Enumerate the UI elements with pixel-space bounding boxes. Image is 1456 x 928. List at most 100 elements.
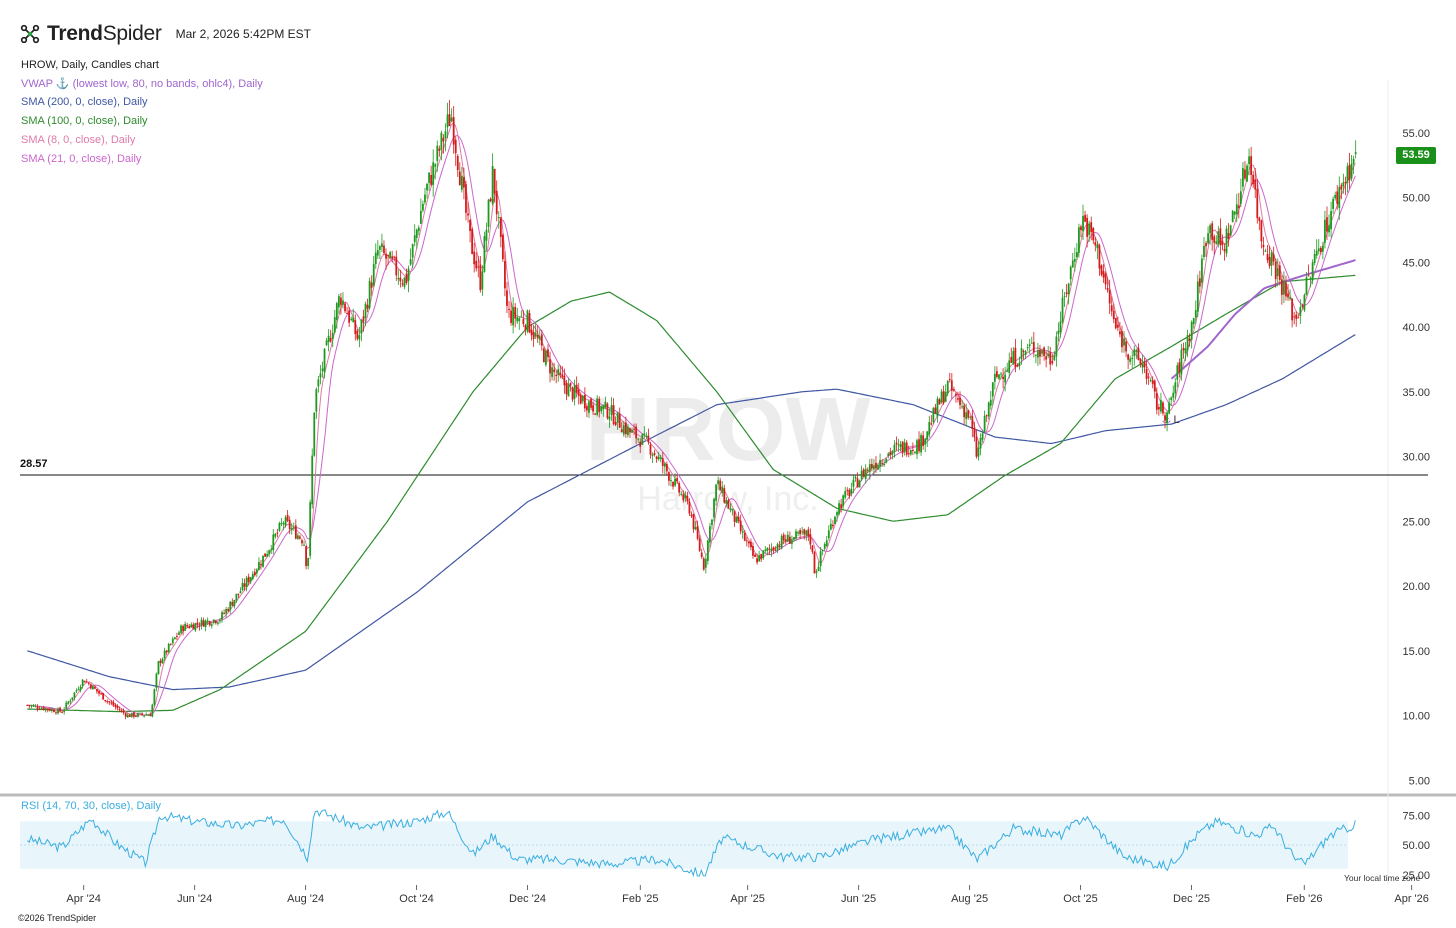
candle-body (702, 558, 705, 570)
candle-body (987, 402, 990, 417)
candle-body (739, 520, 742, 532)
candle-body (1135, 350, 1138, 353)
candle-body (547, 349, 549, 357)
candle-body (1324, 219, 1326, 243)
candle-body (1299, 307, 1302, 317)
candle-body (1289, 297, 1291, 300)
candle-body (202, 620, 205, 627)
candle-body (389, 252, 392, 259)
candle-body (1321, 245, 1324, 252)
candle-body (329, 338, 332, 342)
candle-body (370, 282, 373, 288)
candle-body (241, 582, 244, 591)
candle-body (729, 508, 732, 511)
timezone-note: Your local time zone (1344, 873, 1421, 883)
candle-body (1223, 249, 1226, 252)
legend-sma200[interactable]: SMA (200, 0, close), Daily (21, 96, 148, 109)
candle-body (1057, 330, 1060, 335)
y-tick-label: 35.00 (1402, 387, 1430, 399)
candle-body (178, 632, 180, 635)
candle-body (821, 550, 824, 552)
candle-body (305, 546, 307, 566)
chart-legend: HROW, Daily, Candles chart VWAP ⚓ (lowes… (21, 56, 263, 168)
candle-body (454, 139, 457, 154)
candle-body (344, 303, 346, 312)
legend-sma8[interactable]: SMA (8, 0, close), Daily (21, 133, 136, 146)
candle-body (237, 593, 240, 595)
candle-body (53, 709, 55, 713)
candle-body (415, 229, 418, 238)
candle-body (661, 458, 664, 466)
candle-body (1254, 179, 1257, 190)
candle-body (63, 709, 66, 712)
candle-body (393, 256, 396, 258)
legend-sma100[interactable]: SMA (100, 0, close), Daily (21, 115, 148, 128)
candle-body (401, 283, 404, 285)
candle-body (446, 114, 449, 128)
legend-vwap[interactable]: VWAP ⚓ (lowest low, 80, no bands, ohlc4)… (21, 77, 263, 90)
candle-body (313, 412, 316, 456)
rsi-legend: RSI (14, 70, 30, close), Daily (21, 800, 162, 812)
candle-body (1264, 250, 1267, 252)
x-tick-label: Jun '25 (841, 893, 876, 905)
x-tick-label: Aug '25 (951, 893, 988, 905)
candle-body (1039, 349, 1041, 357)
candle-body (1086, 217, 1089, 237)
x-tick-label: Dec '24 (509, 893, 546, 905)
candle-body (573, 385, 576, 399)
candle-body (1244, 169, 1246, 179)
candle-body (1016, 365, 1019, 367)
candle-body (264, 553, 266, 557)
candle-body (1034, 354, 1037, 356)
candle-body (317, 379, 320, 387)
candle-body (743, 532, 746, 541)
candle-body (670, 480, 672, 482)
candle-body (504, 261, 506, 289)
candle-body (1239, 191, 1242, 204)
candle-body (1205, 243, 1207, 247)
candle-body (706, 540, 709, 561)
candle-body (1153, 380, 1156, 392)
candle-body (583, 395, 586, 409)
candle-body (530, 329, 533, 336)
candle-body (520, 316, 523, 318)
candle-body (428, 172, 430, 183)
candle-body (936, 398, 939, 417)
candle-body (1030, 342, 1033, 344)
candle-body (219, 620, 221, 622)
candle-body (844, 491, 847, 498)
candle-body (768, 548, 771, 550)
candle-body (879, 460, 881, 467)
candle-body (920, 435, 922, 453)
candle-body (528, 313, 531, 333)
candle-body (522, 319, 525, 324)
candle-body (698, 538, 701, 551)
candle-body (938, 399, 941, 405)
candle-body (274, 533, 277, 537)
candle-body (813, 552, 816, 574)
candle-body (678, 483, 681, 493)
candle-body (292, 526, 295, 528)
candle-body (217, 622, 219, 624)
candle-body (1061, 297, 1064, 322)
candle-body (1176, 365, 1179, 380)
candle-body (1194, 310, 1197, 318)
candle-body (991, 382, 994, 397)
legend-sma21[interactable]: SMA (21, 0, close), Daily (21, 152, 142, 165)
candle-body (801, 531, 804, 533)
candle-body (688, 501, 691, 514)
candle-body (434, 164, 437, 167)
candle-body (998, 374, 1000, 379)
candle-body (1350, 163, 1353, 179)
candle-body (1102, 270, 1105, 278)
candle-body (1114, 318, 1117, 329)
candle-body (948, 379, 951, 381)
candle-body (891, 450, 894, 455)
candle-body (961, 406, 963, 408)
y-tick-label: 40.00 (1402, 322, 1430, 334)
candle-body (897, 444, 900, 446)
candle-body (1354, 152, 1357, 154)
candle-body (747, 541, 750, 544)
candle-body (600, 406, 603, 411)
